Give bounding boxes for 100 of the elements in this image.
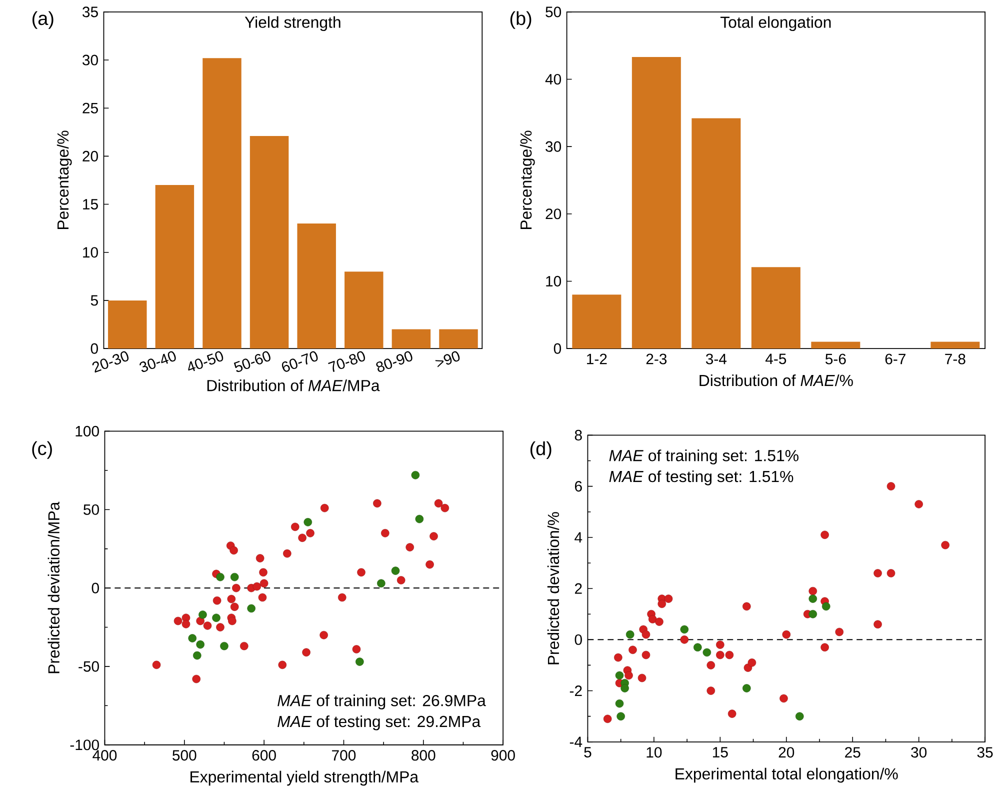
bar — [250, 136, 289, 349]
y-tick-label: 5 — [90, 295, 98, 306]
x-tick-label: 40-50 — [188, 351, 224, 372]
point — [377, 579, 386, 588]
point — [820, 643, 829, 652]
point — [440, 504, 450, 512]
bar — [392, 329, 431, 349]
y-axis-title: Percentage/% — [56, 130, 72, 230]
point — [391, 566, 400, 576]
point — [298, 534, 306, 542]
point — [626, 630, 634, 639]
bar — [692, 118, 741, 349]
y-tick-label: 10 — [546, 276, 562, 287]
point — [658, 600, 666, 608]
point — [192, 675, 200, 684]
point — [694, 643, 702, 652]
y-tick-label: 8 — [574, 430, 582, 441]
point — [615, 671, 624, 680]
y-tick-label: 0 — [554, 343, 562, 354]
y-axis-title: Predicted deviation/MPa — [48, 502, 60, 674]
x-tick-label: 10 — [646, 747, 662, 758]
point — [744, 664, 752, 672]
point — [716, 640, 724, 650]
point — [655, 618, 664, 626]
point — [240, 642, 248, 650]
point — [212, 596, 222, 605]
point — [614, 654, 622, 662]
y-tick-label: 30 — [546, 141, 562, 152]
x-tick-label: 50-60 — [234, 351, 270, 372]
point — [642, 630, 650, 639]
point — [232, 584, 240, 592]
y-tick-label: 6 — [574, 481, 582, 492]
point — [230, 602, 239, 612]
point — [835, 628, 844, 636]
point — [874, 620, 882, 629]
point — [216, 573, 224, 582]
x-tick-label: 6-7 — [885, 354, 906, 364]
point — [352, 645, 361, 654]
bar — [811, 342, 860, 349]
x-tick-label: 600 — [252, 750, 276, 761]
point — [748, 658, 756, 667]
point — [258, 593, 267, 602]
point — [278, 660, 287, 670]
x-tick-label: 700 — [332, 750, 356, 761]
x-tick-label: 5 — [584, 747, 592, 758]
y-tick-label: 50 — [546, 6, 562, 18]
chart-title: Yield strength — [244, 16, 340, 32]
point — [196, 640, 204, 649]
point — [230, 573, 239, 582]
y-tick-label: 40 — [545, 74, 562, 85]
y-tick-label: 15 — [83, 199, 98, 210]
text: (c) — [32, 441, 52, 459]
y-tick-label: 20 — [82, 151, 98, 162]
point — [196, 617, 204, 626]
x-axis-title: Experimental yield strength/MPa — [190, 770, 419, 786]
point — [725, 651, 734, 660]
point — [874, 569, 882, 578]
point — [304, 518, 312, 526]
bar — [439, 329, 478, 349]
y-tick-label: 0 — [92, 582, 99, 594]
point — [628, 646, 637, 654]
y-tick-label: 100 — [76, 426, 99, 437]
point — [252, 582, 262, 591]
bar — [751, 267, 800, 349]
point — [706, 661, 716, 670]
y-axis-title: Predicted deviation/% — [547, 512, 560, 664]
y-tick-label: -2 — [570, 686, 582, 696]
text: (a) — [32, 11, 54, 30]
text: (b) — [510, 11, 532, 30]
point — [193, 652, 202, 660]
x-tick-label: 7-8 — [945, 354, 966, 364]
x-tick-label: 2-3 — [646, 354, 667, 364]
point — [227, 595, 236, 604]
bar — [344, 272, 384, 349]
text: (d) — [530, 442, 552, 460]
point — [808, 594, 818, 604]
point — [203, 622, 212, 630]
y-tick-label: -4 — [570, 736, 582, 748]
point — [808, 587, 818, 596]
x-tick-label: 800 — [412, 750, 436, 761]
point — [886, 482, 896, 491]
point — [357, 568, 366, 577]
y-axis-title: Percentage/% — [520, 130, 535, 230]
point — [638, 674, 646, 682]
point — [430, 532, 438, 541]
point — [356, 658, 364, 666]
point — [648, 615, 657, 624]
point — [152, 660, 161, 670]
y-tick-label: 0 — [574, 634, 582, 646]
point — [182, 620, 190, 628]
y-tick-label: 10 — [83, 247, 98, 258]
point — [283, 550, 292, 558]
point — [338, 593, 346, 602]
point — [642, 651, 650, 660]
x-tick-label: 400 — [92, 750, 117, 761]
x-axis-title: Experimental total elongation/% — [676, 768, 898, 783]
point — [212, 614, 220, 622]
point — [174, 617, 182, 626]
point — [291, 522, 300, 532]
x-tick-label: 20 — [778, 747, 794, 758]
